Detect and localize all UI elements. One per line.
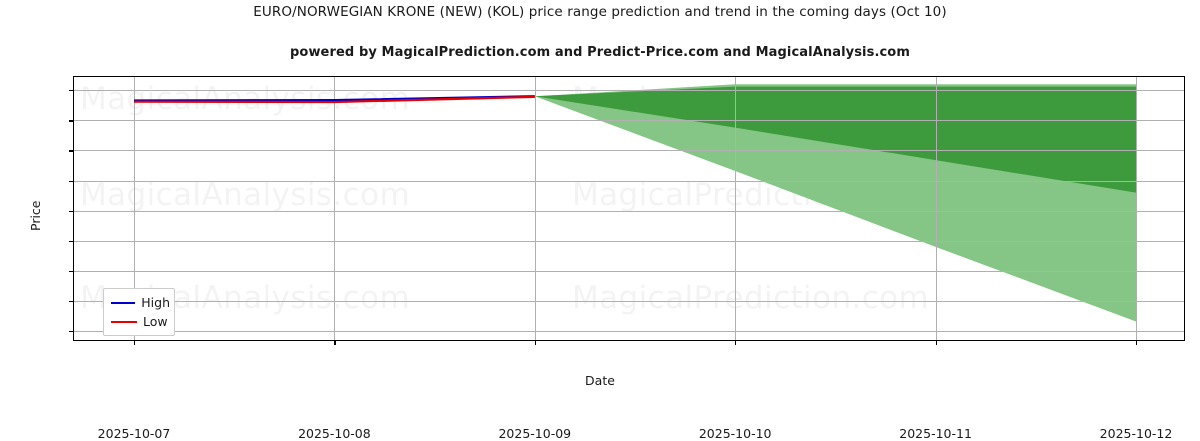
band-inner-range bbox=[534, 86, 1136, 193]
x-tick-mark bbox=[1136, 340, 1138, 345]
legend-label-low: Low bbox=[143, 314, 168, 329]
x-axis-label: Date bbox=[585, 373, 615, 388]
series-line-low bbox=[133, 95, 535, 104]
chart-title: EURO/NORWEGIAN KRONE (NEW) (KOL) price r… bbox=[253, 4, 947, 20]
legend-swatch-high bbox=[111, 301, 136, 304]
x-tick-label: 2025-10-09 bbox=[498, 426, 572, 441]
x-tick-label: 2025-10-12 bbox=[1099, 426, 1173, 441]
y-tick-mark bbox=[69, 301, 74, 303]
x-tick-label: 2025-10-11 bbox=[899, 426, 972, 441]
chart-legend[interactable]: High Low bbox=[103, 288, 175, 336]
y-gridline bbox=[74, 120, 1184, 122]
y-axis-label: Price bbox=[28, 200, 43, 232]
x-tick-mark bbox=[334, 340, 336, 345]
chart-subtitle: powered by MagicalPrediction.com and Pre… bbox=[290, 45, 910, 60]
x-gridline bbox=[935, 77, 937, 340]
y-tick-mark bbox=[69, 150, 74, 152]
y-gridline bbox=[74, 90, 1184, 92]
y-tick-mark bbox=[69, 240, 74, 242]
line-layer bbox=[133, 95, 535, 104]
y-tick-mark bbox=[69, 180, 74, 182]
y-gridline bbox=[74, 331, 1184, 333]
x-tick-mark bbox=[735, 340, 737, 345]
x-tick-mark bbox=[134, 340, 136, 345]
y-tick-mark bbox=[69, 120, 74, 122]
x-gridline bbox=[534, 77, 536, 340]
y-gridline bbox=[74, 240, 1184, 242]
y-gridline bbox=[74, 180, 1184, 182]
x-tick-label: 2025-10-10 bbox=[698, 426, 772, 441]
y-tick-mark bbox=[69, 90, 74, 92]
legend-label-high: High bbox=[141, 295, 170, 310]
y-gridline bbox=[74, 210, 1184, 212]
y-gridline bbox=[74, 270, 1184, 272]
y-tick-mark bbox=[69, 331, 74, 333]
x-tick-mark bbox=[935, 340, 937, 345]
x-tick-label: 2025-10-08 bbox=[298, 426, 371, 441]
legend-item-low[interactable]: Low bbox=[108, 312, 170, 331]
x-gridline bbox=[134, 77, 135, 340]
plot-area: MagicalAnalysis.com MagicalPrediction.co… bbox=[28, 76, 1185, 441]
x-gridline bbox=[1136, 77, 1137, 340]
y-gridline bbox=[74, 301, 1184, 303]
x-gridline bbox=[334, 77, 336, 340]
legend-item-high[interactable]: High bbox=[108, 293, 170, 312]
x-gridline bbox=[735, 77, 737, 340]
band-layer bbox=[534, 84, 1136, 322]
x-tick-mark bbox=[534, 340, 536, 345]
y-tick-mark bbox=[69, 270, 74, 273]
chart-page: EURO/NORWEGIAN KRONE (NEW) (KOL) price r… bbox=[28, 4, 1185, 441]
legend-swatch-low bbox=[111, 320, 137, 323]
y-tick-mark bbox=[69, 210, 74, 212]
y-gridline bbox=[74, 150, 1184, 152]
x-tick-label: 2025-10-07 bbox=[97, 426, 171, 441]
